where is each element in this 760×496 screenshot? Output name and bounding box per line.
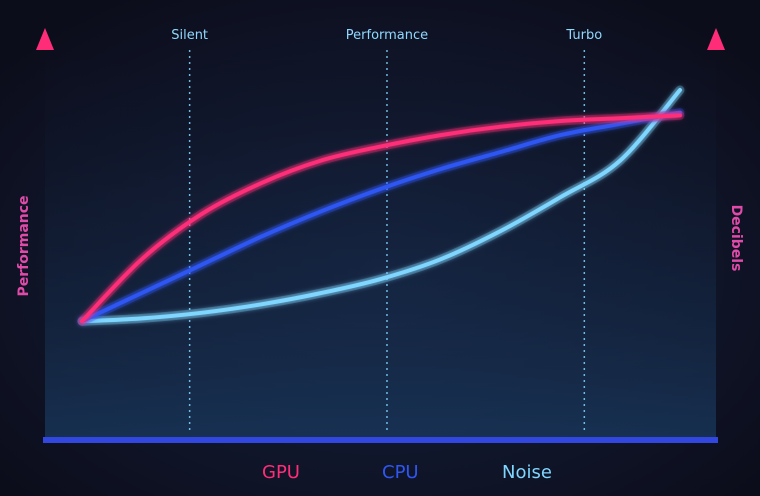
mode-label-turbo: Turbo [565, 28, 602, 43]
mode-lines: Silent Performance Turbo [171, 28, 602, 430]
right-axis-title: Decibels [728, 205, 744, 272]
legend-label-gpu: GPU [262, 462, 300, 483]
plot-area [45, 60, 716, 440]
legend-label-cpu: CPU [382, 462, 419, 483]
cpu-line [80, 110, 682, 324]
right-axis-arrow-icon [707, 28, 725, 50]
gpu-line [80, 113, 682, 324]
mode-label-silent: Silent [171, 28, 208, 43]
legend-label-noise: Noise [502, 462, 552, 483]
left-axis-title: Performance [16, 195, 32, 296]
legend: GPU CPU Noise [219, 462, 552, 483]
mode-label-performance: Performance [346, 28, 428, 43]
series-lines [77, 85, 685, 326]
left-axis-arrow-icon [36, 28, 54, 50]
noise-line [80, 88, 682, 324]
